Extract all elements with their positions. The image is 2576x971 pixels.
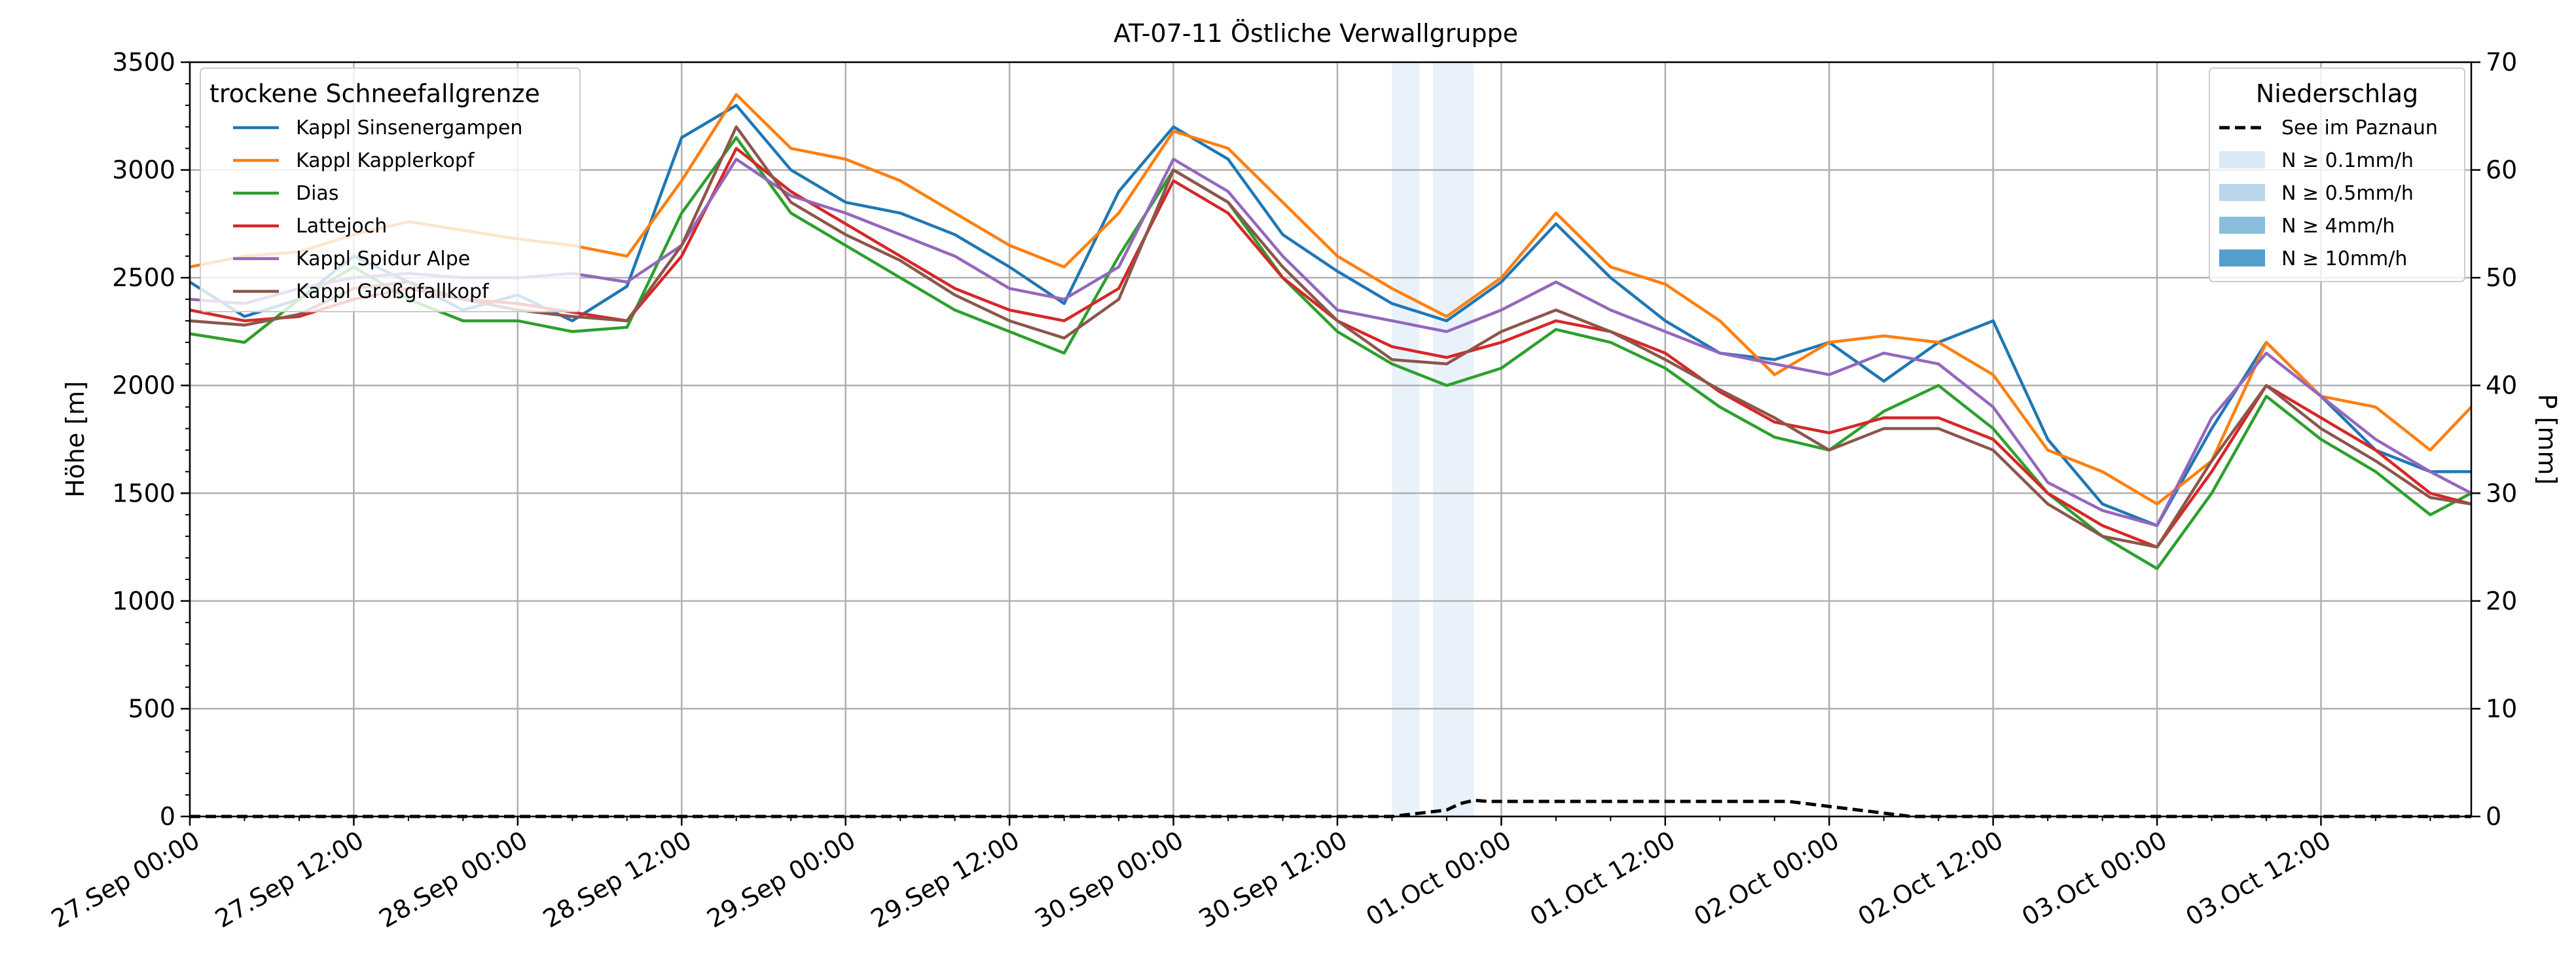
y-axis-label: Höhe [m] bbox=[61, 381, 90, 498]
legend-snow-items: Kappl Sinsenergampen Kappl Kapplerkopf Dia… bbox=[233, 117, 522, 303]
legend-snow: trockene Schneefallgrenze Kappl Sinsener… bbox=[200, 67, 581, 312]
chart-title: AT-07-11 Östliche Verwallgruppe bbox=[1114, 19, 1518, 48]
series-line-5 bbox=[189, 125, 2472, 549]
legend-precip: Niederschlag See im Paznaun N ≥ 0.1mm/hN… bbox=[2209, 67, 2465, 282]
y-axis-left: 0 500 1000 1500 2000 2500 3000 3500 bbox=[112, 48, 190, 831]
legend-precip-box bbox=[2209, 67, 2465, 282]
legend-precip-band-label-0: N ≥ 0.1mm/h bbox=[2281, 149, 2414, 172]
y-tick-label: 1000 bbox=[112, 587, 175, 615]
y2-axis-label: P [mm] bbox=[2533, 394, 2562, 485]
legend-precip-line-label: See im Paznaun bbox=[2281, 117, 2438, 139]
legend-snow-label-3: Lattejoch bbox=[296, 215, 387, 238]
precip-line-layer bbox=[190, 798, 2471, 818]
legend-precip-bands: N ≥ 0.1mm/h N ≥ 0.5mm/h N ≥ 4mm/h N ≥ 10mm/… bbox=[2219, 149, 2414, 270]
y-tick-label: 500 bbox=[128, 694, 175, 723]
legend-precip-band-swatch-2 bbox=[2219, 217, 2265, 234]
legend-snow-label-5: Kappl Großgfallkopf bbox=[296, 280, 490, 303]
y-tick-label: 3000 bbox=[112, 156, 175, 185]
y-tick-label: 1500 bbox=[112, 479, 175, 507]
y2-tick-label: 0 bbox=[2486, 802, 2501, 831]
precip-band-1 bbox=[1433, 62, 1474, 816]
legend-snow-label-0: Kappl Sinsenergampen bbox=[296, 117, 522, 139]
y2-tick-label: 10 bbox=[2486, 694, 2517, 723]
series-line-0 bbox=[189, 103, 2471, 527]
precip-bands bbox=[1392, 62, 1474, 816]
y2-tick-label: 60 bbox=[2486, 156, 2517, 185]
plot-frame bbox=[189, 61, 2473, 818]
y2-tick-label: 20 bbox=[2486, 587, 2517, 615]
legend-precip-band-label-1: N ≥ 0.5mm/h bbox=[2281, 182, 2414, 205]
legend-precip-band-label-3: N ≥ 10mm/h bbox=[2281, 247, 2407, 270]
legend-precip-band-swatch-0 bbox=[2219, 151, 2265, 168]
legend-precip-title: Niederschlag bbox=[2256, 79, 2418, 108]
legend-snow-label-1: Kappl Kapplerkopf bbox=[296, 149, 475, 172]
legend-snow-label-4: Kappl Spidur Alpe bbox=[296, 247, 470, 270]
y-tick-label: 2000 bbox=[112, 371, 175, 400]
y2-tick-label: 40 bbox=[2486, 371, 2517, 400]
y2-tick-label: 30 bbox=[2486, 479, 2517, 507]
y2-tick-label: 70 bbox=[2486, 48, 2517, 77]
y-tick-label: 0 bbox=[160, 802, 175, 831]
legend-snow-label-2: Dias bbox=[296, 182, 338, 205]
legend-precip-band-swatch-3 bbox=[2219, 249, 2265, 266]
precip-band-0 bbox=[1392, 62, 1420, 816]
legend-precip-band-swatch-1 bbox=[2219, 184, 2265, 201]
y2-tick-label: 50 bbox=[2486, 263, 2517, 292]
y-tick-label: 3500 bbox=[112, 48, 175, 77]
legend-snow-title: trockene Schneefallgrenze bbox=[209, 79, 540, 108]
precip-line bbox=[190, 798, 2471, 818]
legend-snow-box bbox=[200, 67, 581, 312]
legend-precip-band-label-2: N ≥ 4mm/h bbox=[2281, 215, 2395, 238]
y-axis-right: 0 10 20 30 40 50 60 70 bbox=[2471, 48, 2517, 831]
y-tick-label: 2500 bbox=[112, 263, 175, 292]
